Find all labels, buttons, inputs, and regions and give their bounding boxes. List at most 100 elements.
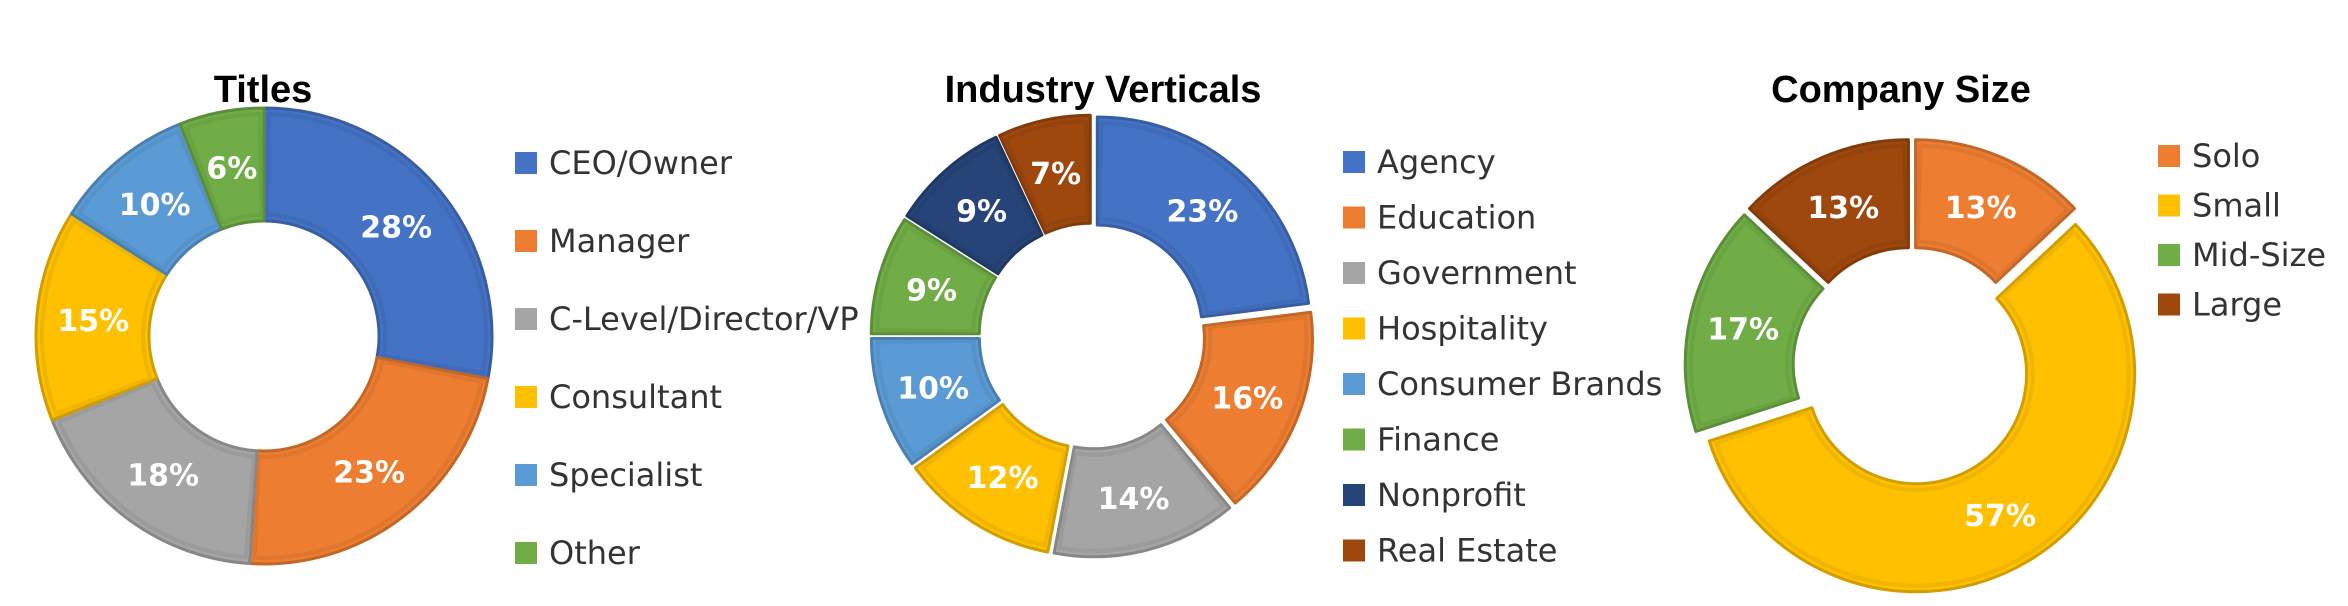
company-size-slice-bevel-mid-size	[1689, 219, 1820, 428]
industry-verticals-slice-bevel-finance	[875, 223, 993, 334]
industry-verticals-legend-swatch-real-estate	[1343, 539, 1365, 562]
industry-verticals-slice-bevel-nonprofit	[911, 141, 1041, 272]
titles-legend-swatch-ceo-owner	[515, 152, 537, 174]
titles-data-label-manager: 23%	[333, 456, 405, 491]
titles-slice-other	[178, 106, 266, 231]
industry-verticals-data-label-nonprofit: 9%	[956, 195, 1007, 230]
company-size-slice-bevel-small	[1713, 228, 2131, 588]
company-size-legend-swatch-small	[2158, 194, 2180, 217]
industry-verticals-data-label-government: 14%	[1098, 482, 1170, 517]
company-size-data-label-solo: 13%	[1945, 191, 2017, 226]
titles-slice-manager	[248, 356, 490, 566]
industry-verticals-legend-label-consumer-brands: Consumer Brands	[1377, 365, 1662, 403]
titles-slices	[34, 106, 494, 566]
industry-verticals-legend-swatch-education	[1343, 206, 1365, 229]
titles-slice-bevel-other	[183, 112, 264, 226]
titles-legend-label-c-level-director-vp: C-Level/Director/VP	[549, 300, 859, 338]
company-size-legend-label-small: Small	[2192, 187, 2281, 225]
titles-slice-bevel-c-level-director-vp	[56, 380, 257, 560]
industry-verticals-legend-swatch-consumer-brands	[1343, 373, 1365, 395]
titles-slice-bevel-manager	[252, 358, 484, 560]
industry-verticals-legend-label-education: Education	[1377, 199, 1536, 237]
titles-legend-swatch-manager	[515, 230, 537, 252]
industry-verticals-chart-title: Industry Verticals	[945, 69, 1262, 111]
titles-legend-swatch-specialist	[515, 464, 537, 486]
industry-verticals-legend-swatch-nonprofit	[1343, 484, 1365, 506]
industry-verticals-data-label-hospitality: 12%	[967, 461, 1039, 496]
company-size-legend-swatch-mid-size	[2158, 244, 2180, 266]
titles-slice-ceo-owner	[262, 106, 494, 381]
company-size-data-label-small: 57%	[1964, 499, 2036, 534]
titles-data-label-other: 6%	[206, 152, 257, 187]
titles-legend-swatch-other	[515, 542, 537, 564]
company-size-data-label-large: 13%	[1807, 191, 1879, 226]
titles-legend-label-other: Other	[549, 534, 641, 572]
industry-verticals-legend-label-real-estate: Real Estate	[1377, 532, 1557, 570]
industry-verticals-slices	[869, 113, 1314, 559]
industry-verticals-slice-agency	[1095, 115, 1311, 319]
industry-verticals-slice-education	[1164, 310, 1314, 505]
industry-verticals-data-label-education: 16%	[1211, 381, 1283, 416]
industry-verticals-slice-bevel-hospitality	[919, 406, 1068, 548]
titles-slice-bevel-consultant	[40, 218, 164, 417]
titles-slice-consultant	[34, 212, 169, 422]
titles-slice-bevel-ceo-owner	[264, 112, 488, 376]
industry-verticals-slice-finance	[869, 218, 998, 336]
titles-legend-swatch-consultant	[515, 386, 537, 408]
industry-verticals-legend-label-nonprofit: Nonprofit	[1377, 476, 1526, 514]
company-size-legend-label-mid-size: Mid-Size	[2192, 236, 2326, 274]
titles-legend: CEO/Owner Manager C-Level/Director/VP Consu…	[515, 144, 859, 572]
industry-verticals-legend-label-government: Government	[1377, 254, 1577, 292]
company-size-legend-swatch-large	[2158, 293, 2180, 316]
industry-verticals-slice-bevel-agency	[1097, 121, 1305, 317]
company-size-slice-small	[1707, 223, 2137, 594]
company-size-legend: Solo Small Mid-Size Large	[2158, 137, 2326, 324]
industry-verticals-data-label-consumer-brands: 10%	[897, 372, 969, 407]
titles-slice-c-level-director-vp	[50, 376, 259, 566]
titles-legend-label-consultant: Consultant	[549, 378, 722, 416]
titles-donut-chart: Titles 28% 23% 18% 15% 10% 6% CEO/Owner Manage…	[34, 69, 859, 572]
industry-verticals-donut-chart: Industry Verticals 23% 16% 14% 12% 10% 9% 9% 7%…	[869, 69, 1662, 570]
industry-verticals-legend-swatch-government	[1343, 262, 1365, 284]
industry-verticals-legend-swatch-finance	[1343, 428, 1365, 451]
titles-legend-label-manager: Manager	[549, 222, 690, 260]
industry-verticals-slice-bevel-government	[1056, 427, 1226, 553]
industry-verticals-legend-swatch-agency	[1343, 151, 1365, 173]
company-size-slice-bevel-large	[1753, 143, 1909, 280]
titles-legend-swatch-c-level-director-vp	[515, 308, 537, 330]
company-size-legend-label-large: Large	[2192, 286, 2282, 324]
industry-verticals-slice-consumer-brands	[869, 336, 1001, 466]
titles-chart-title: Titles	[214, 69, 313, 111]
industry-verticals-slice-bevel-education	[1169, 314, 1309, 499]
industry-verticals-slice-hospitality	[913, 402, 1070, 554]
titles-data-label-specialist: 10%	[119, 188, 191, 223]
titles-legend-label-ceo-owner: CEO/Owner	[549, 144, 733, 182]
industry-verticals-data-labels: 23% 16% 14% 12% 10% 9% 9% 7%	[897, 157, 1283, 517]
titles-data-label-ceo-owner: 28%	[360, 211, 432, 246]
titles-data-label-consultant: 15%	[57, 304, 129, 339]
industry-verticals-data-label-real-estate: 7%	[1030, 157, 1081, 192]
titles-slice-bevel-specialist	[76, 128, 220, 272]
company-size-slices	[1683, 138, 2137, 594]
industry-verticals-slice-real-estate	[998, 113, 1092, 235]
industry-verticals-slice-bevel-consumer-brands	[875, 338, 997, 460]
industry-verticals-legend: Agency Education Government Hospitality Cons…	[1343, 143, 1662, 570]
industry-verticals-legend-swatch-hospitality	[1343, 317, 1365, 340]
industry-verticals-slice-bevel-real-estate	[1003, 119, 1091, 230]
company-size-data-label-mid-size: 17%	[1707, 312, 1779, 347]
company-size-slice-bevel-solo	[1915, 143, 2071, 280]
company-size-legend-label-solo: Solo	[2192, 137, 2260, 175]
company-size-chart-title: Company Size	[1771, 69, 2031, 111]
industry-verticals-legend-label-finance: Finance	[1377, 421, 1499, 459]
titles-data-label-c-level-director-vp: 18%	[127, 459, 199, 494]
company-size-legend-swatch-solo	[2158, 145, 2180, 167]
industry-verticals-legend-label-hospitality: Hospitality	[1377, 310, 1548, 348]
company-size-donut-chart: Company Size 13% 57% 17% 13% Solo Small Mid-S…	[1683, 69, 2326, 594]
industry-verticals-legend-label-agency: Agency	[1377, 143, 1496, 181]
industry-verticals-data-label-agency: 23%	[1167, 195, 1239, 230]
company-size-data-labels: 13% 57% 17% 13%	[1707, 191, 2036, 534]
titles-legend-label-specialist: Specialist	[549, 456, 702, 494]
titles-data-labels: 28% 23% 18% 15% 10% 6%	[57, 152, 432, 494]
industry-verticals-data-label-finance: 9%	[906, 273, 957, 308]
